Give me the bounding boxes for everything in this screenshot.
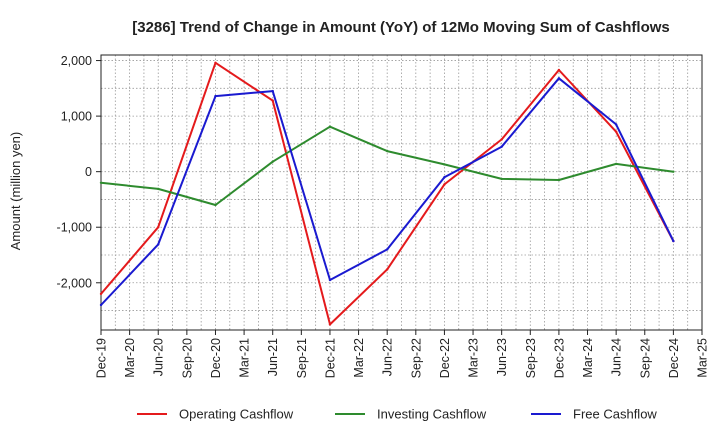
data-point-investing-cashflow <box>214 203 217 207</box>
data-point-operating-cashflow <box>214 61 217 64</box>
x-tick-label: Dec-22 <box>438 338 452 378</box>
data-point-operating-cashflow <box>328 323 332 326</box>
data-point-free-cashflow <box>385 248 389 251</box>
data-point-free-cashflow <box>443 176 446 179</box>
series-group <box>99 61 675 326</box>
x-tick-label: Dec-19 <box>95 338 109 378</box>
data-point-free-cashflow <box>557 77 561 80</box>
chart-title: [3286] Trend of Change in Amount (YoY) o… <box>132 19 670 36</box>
data-point-operating-cashflow <box>557 68 561 72</box>
data-point-free-cashflow <box>672 239 675 243</box>
y-axis: 2,000 1,000 0 -1,000 -2,000 <box>57 54 101 290</box>
data-point-operating-cashflow <box>443 183 446 186</box>
x-tick-label: Dec-20 <box>209 338 223 378</box>
data-point-free-cashflow <box>99 303 103 307</box>
x-tick-label: Dec-23 <box>552 338 566 378</box>
data-point-investing-cashflow <box>500 177 503 181</box>
y-tick-label: 1,000 <box>61 110 92 124</box>
legend-label-operating-cashflow: Operating Cashflow <box>179 407 294 422</box>
data-point-investing-cashflow <box>443 163 446 166</box>
data-point-investing-cashflow <box>157 187 160 191</box>
x-tick-label: Mar-20 <box>123 338 137 378</box>
data-point-investing-cashflow <box>614 162 618 166</box>
plot-area <box>100 54 703 331</box>
x-tick-label: Mar-23 <box>467 338 481 378</box>
x-tick-label: Mar-21 <box>238 338 252 378</box>
x-tick-label: Sep-21 <box>295 338 309 378</box>
data-point-free-cashflow <box>157 243 160 246</box>
x-tick-label: Sep-24 <box>638 338 652 378</box>
data-point-free-cashflow <box>614 123 618 126</box>
data-point-investing-cashflow <box>557 178 561 182</box>
y-tick-label: -2,000 <box>57 276 92 290</box>
legend-label-free-cashflow: Free Cashflow <box>573 407 657 422</box>
data-point-investing-cashflow <box>271 160 274 163</box>
x-tick-label: Jun-20 <box>152 338 166 376</box>
x-tick-label: Jun-22 <box>381 338 395 376</box>
data-point-free-cashflow <box>500 145 503 148</box>
x-tick-label: Mar-24 <box>581 338 595 378</box>
series-line-investing-cashflow <box>100 125 674 206</box>
data-point-operating-cashflow <box>385 268 389 271</box>
data-point-free-cashflow <box>271 89 274 93</box>
data-point-investing-cashflow <box>385 149 389 153</box>
x-tick-label: Sep-23 <box>524 338 538 378</box>
x-tick-label: Dec-21 <box>323 338 337 378</box>
data-point-investing-cashflow <box>99 181 103 184</box>
x-tick-label: Jun-21 <box>266 338 280 376</box>
legend: Operating Cashflow Investing Cashflow Free… <box>137 407 657 422</box>
x-tick-label: Mar-22 <box>352 338 366 378</box>
x-tick-label: Jun-23 <box>495 338 509 376</box>
grid <box>101 55 702 330</box>
y-axis-label: Amount (million yen) <box>8 132 23 251</box>
data-point-free-cashflow <box>328 278 332 282</box>
data-point-investing-cashflow <box>328 125 332 128</box>
x-tick-label: Jun-24 <box>610 338 624 376</box>
data-point-operating-cashflow <box>271 99 274 102</box>
data-point-operating-cashflow <box>614 130 618 133</box>
data-point-operating-cashflow <box>157 226 160 229</box>
y-tick-label: 0 <box>85 165 92 179</box>
x-tick-label: Mar-25 <box>696 338 710 378</box>
y-tick-label: -1,000 <box>57 221 92 235</box>
data-point-free-cashflow <box>214 94 217 98</box>
x-tick-label: Sep-20 <box>180 338 194 378</box>
data-point-investing-cashflow <box>672 170 675 173</box>
data-point-operating-cashflow <box>500 138 503 141</box>
x-axis: Dec-19 Mar-20 Jun-20 Sep-20 Dec-20 Mar-21 Jun-… <box>95 330 710 378</box>
legend-label-investing-cashflow: Investing Cashflow <box>377 407 487 422</box>
y-tick-label: 2,000 <box>61 54 92 68</box>
data-point-operating-cashflow <box>99 292 103 296</box>
x-tick-label: Dec-24 <box>667 338 681 378</box>
x-tick-label: Sep-22 <box>409 338 423 378</box>
